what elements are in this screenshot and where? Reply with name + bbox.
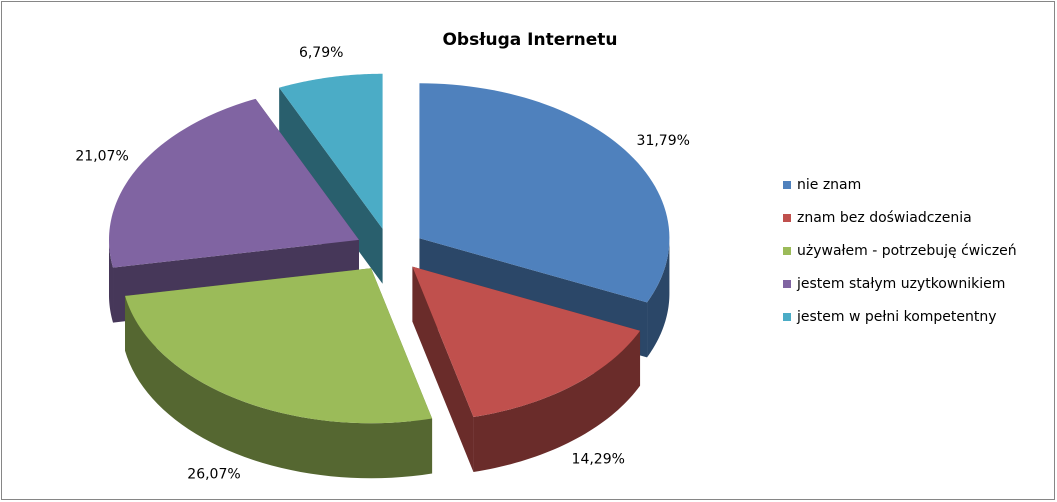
legend-swatch — [783, 181, 791, 189]
legend-swatch — [783, 214, 791, 222]
slice — [279, 73, 383, 284]
legend-swatch — [783, 247, 791, 255]
slice-side — [108, 239, 114, 323]
chart-title: Obsługa Internetu — [442, 30, 617, 50]
legend-label: nie znam — [797, 177, 861, 193]
slice — [419, 83, 670, 303]
slice — [279, 73, 383, 229]
slice — [125, 268, 433, 479]
slice — [412, 266, 641, 417]
data-label: 21,07% — [75, 149, 128, 165]
legend-label: znam bez doświadczenia — [797, 210, 972, 226]
slice — [125, 268, 433, 424]
data-label: 31,79% — [637, 133, 690, 149]
slice — [412, 266, 641, 472]
data-label: 26,07% — [187, 466, 240, 482]
slice — [108, 98, 359, 323]
slice-side — [279, 87, 383, 284]
legend-label: używałem - potrzebuję ćwiczeń — [797, 243, 1017, 259]
slice-side — [647, 238, 670, 358]
data-label: 6,79% — [299, 45, 343, 61]
slice — [108, 98, 359, 268]
data-label: 14,29% — [572, 452, 625, 468]
legend-swatch — [783, 313, 791, 321]
slice-side — [125, 295, 433, 479]
slice-side — [412, 266, 474, 472]
slice-side — [473, 330, 641, 472]
legend-label: jestem stałym uzytkownikiem — [796, 276, 1005, 292]
legend-label: jestem w pełni kompetentny — [796, 309, 997, 325]
legend-swatch — [783, 280, 791, 288]
